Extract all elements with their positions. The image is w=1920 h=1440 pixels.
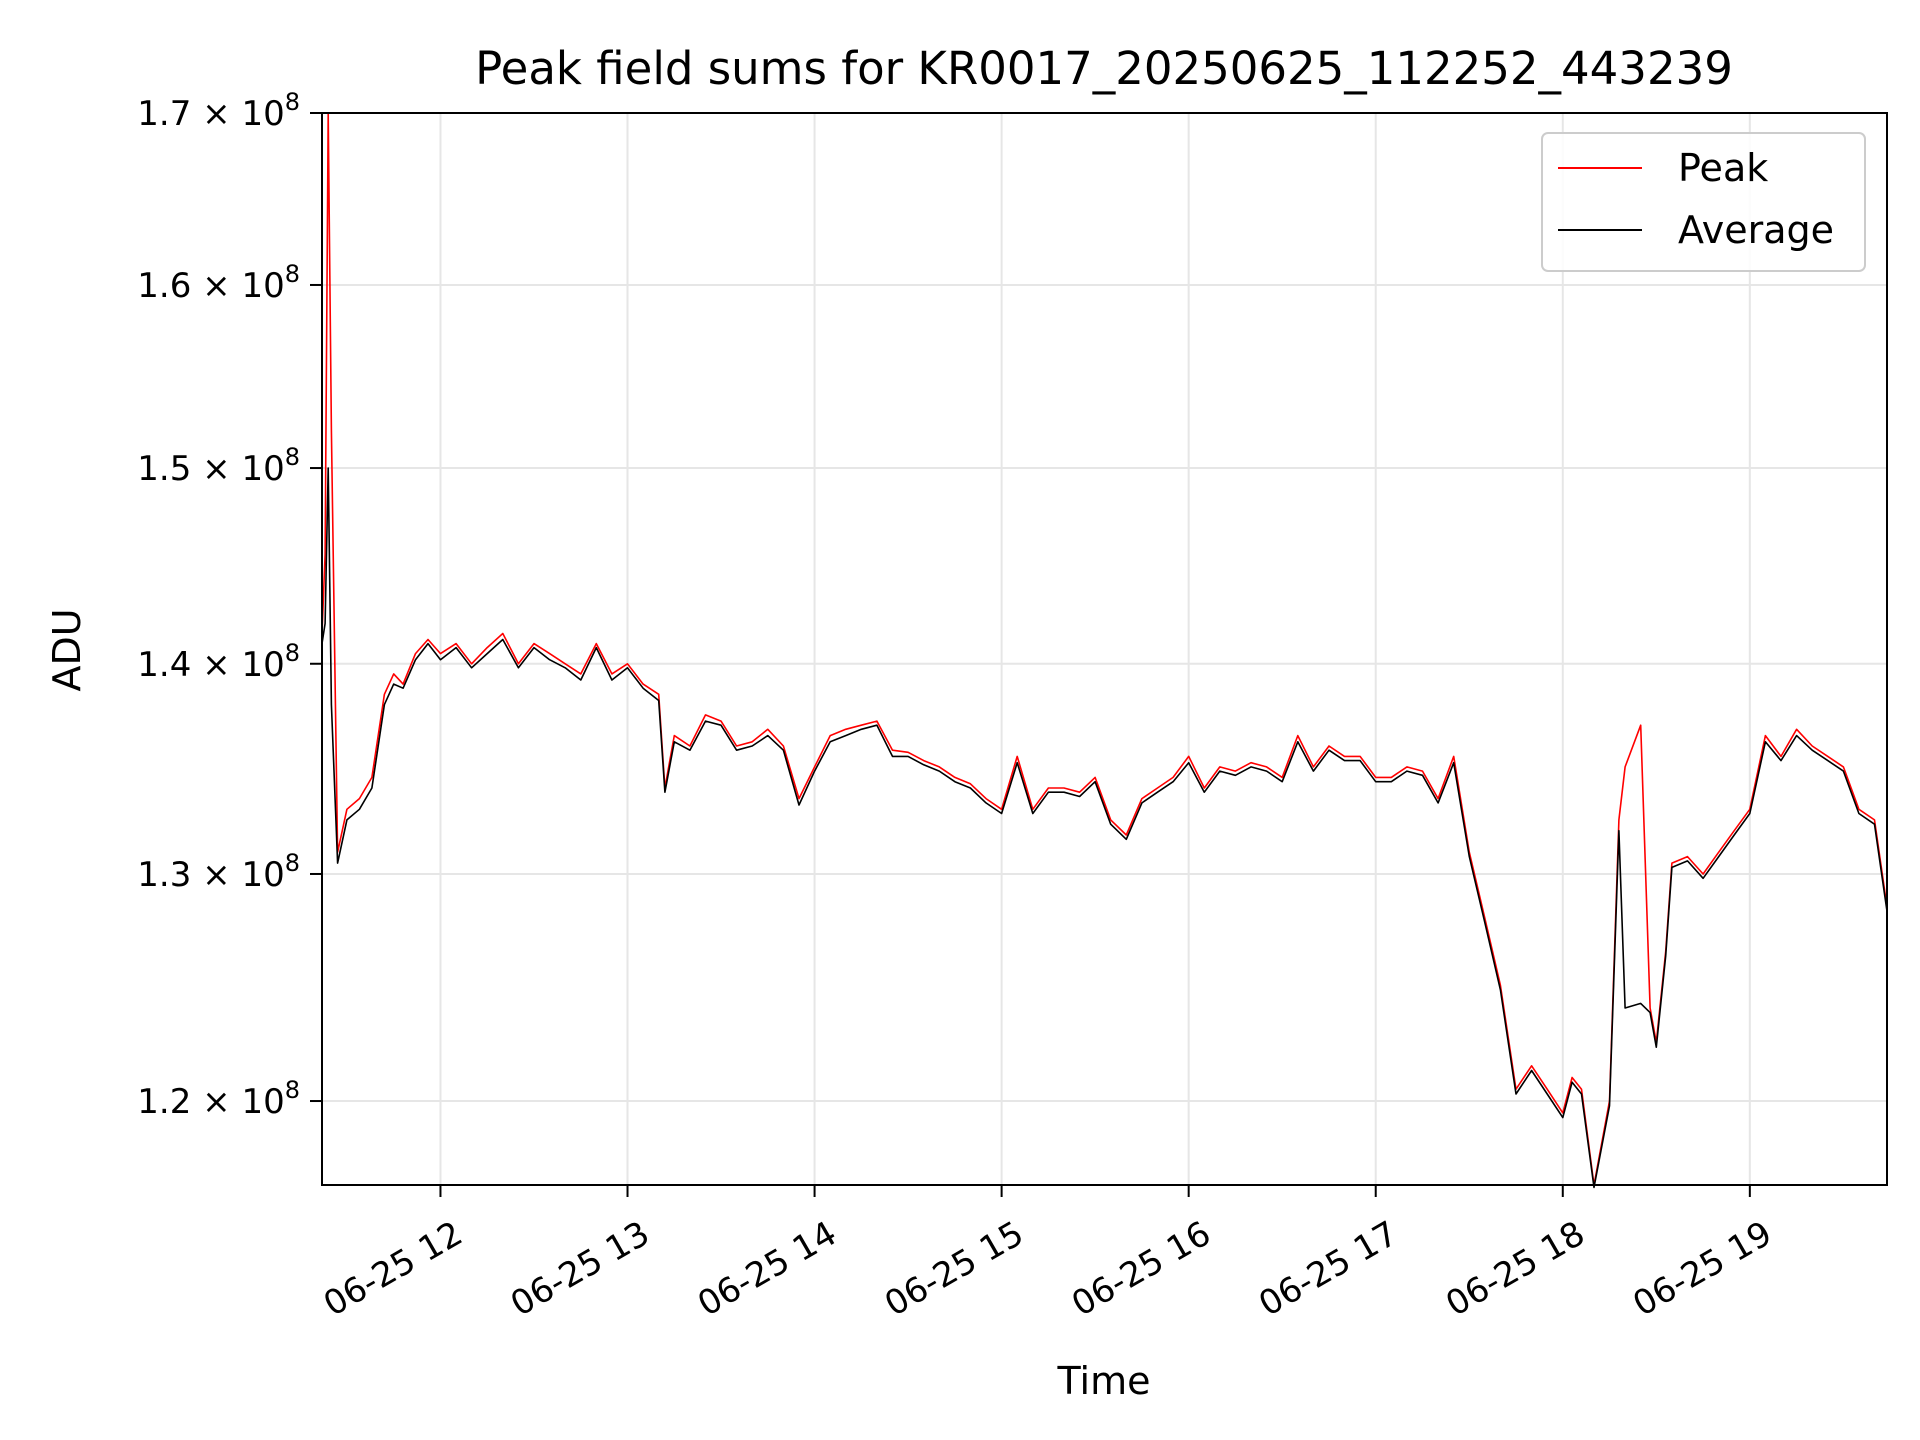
y-axis: 1.2 × 108 1.3 × 108 1.4 × 108 1.5 × 108 1.6 … (137, 88, 322, 1122)
chart-title: Peak field sums for KR0017_20250625_1122… (475, 42, 1733, 95)
y-tick-label: 1.7 × 108 (137, 88, 300, 134)
y-tick-label: 1.6 × 108 (137, 260, 300, 306)
y-axis-label: ADU (45, 608, 89, 691)
series-layer (321, 112, 1888, 1189)
x-axis-label: Time (1057, 1359, 1151, 1403)
series-line-peak (321, 112, 1888, 1186)
legend-label-peak: Peak (1678, 146, 1768, 190)
y-tick-label: 1.5 × 108 (137, 443, 300, 489)
legend-label-average: Average (1678, 208, 1834, 252)
legend: Peak Average (1541, 132, 1866, 272)
plot-frame (321, 112, 1888, 1186)
y-tick-label: 1.3 × 108 (137, 849, 300, 895)
series-line-average (321, 467, 1888, 1189)
y-tick-label: 1.2 × 108 (137, 1076, 300, 1122)
y-tick-label: 1.4 × 108 (137, 639, 300, 685)
